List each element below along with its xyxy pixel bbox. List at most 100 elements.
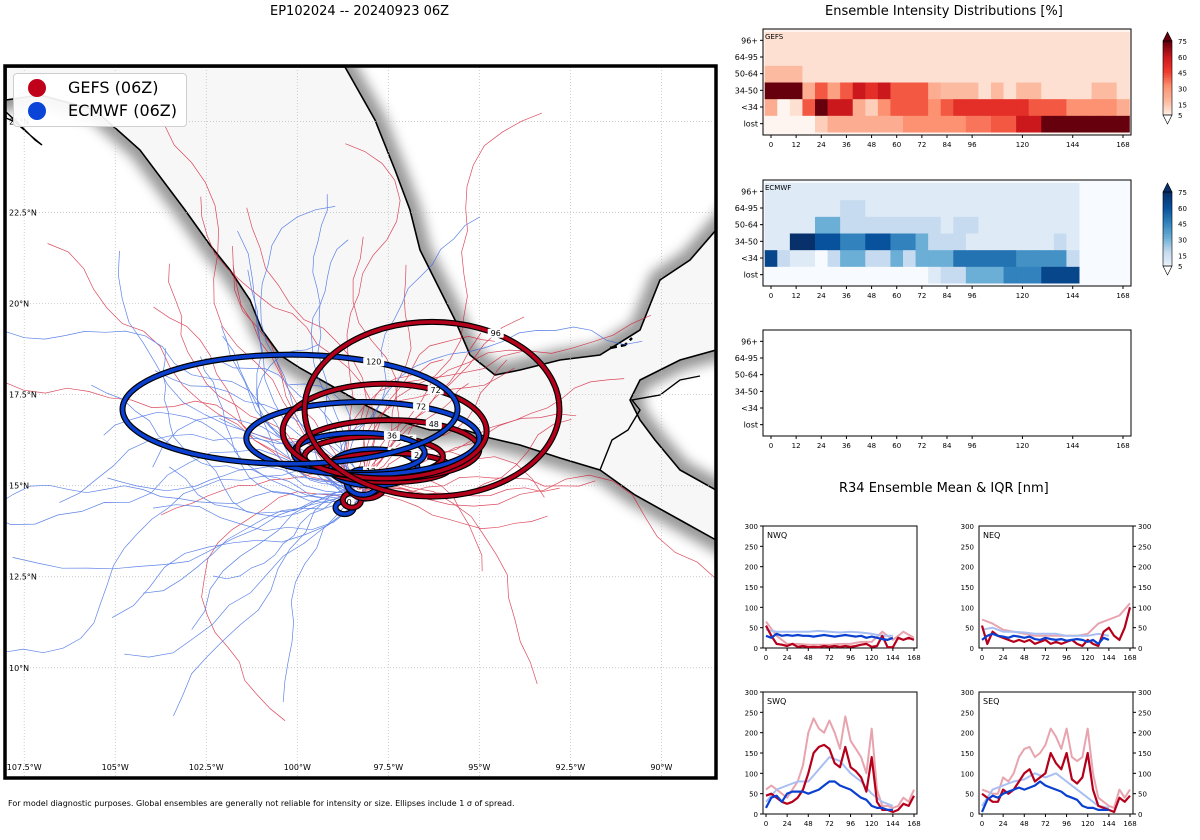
heatmap-cell (965, 216, 979, 234)
heatmap-cell (991, 48, 1005, 66)
heatmap-cell (903, 199, 917, 217)
row-label: lost (744, 271, 758, 280)
colorbar-step (1163, 45, 1172, 49)
row-label: 96+ (741, 337, 758, 346)
heatmap-cell (865, 48, 879, 66)
heatmap-cell (764, 183, 778, 201)
ensemble-track (219, 417, 346, 490)
heatmap-cell (1028, 199, 1042, 217)
heatmap-cell (978, 266, 992, 284)
x-tick-label: 168 (1123, 820, 1136, 828)
lat-label: 12.5°N (9, 573, 37, 582)
r34-line-ecmwf-mean (765, 780, 893, 811)
heatmap-cell (815, 98, 829, 116)
heatmap-cell (915, 32, 929, 50)
ellipse-hour-label: 72 (431, 386, 441, 395)
heatmap-cell (1053, 266, 1067, 284)
heatmap-cell (953, 249, 967, 267)
colorbar-step (1163, 248, 1172, 252)
x-tick-label: 84 (943, 442, 952, 450)
land-mexico (6, 67, 716, 541)
y-tick-label-right: 0 (1138, 811, 1142, 819)
heatmap-cell (928, 32, 942, 50)
ensemble-track (103, 411, 363, 499)
heatmap-cell (915, 183, 929, 201)
heatmap-cell (764, 249, 778, 267)
colorbar-step (1163, 236, 1172, 240)
y-tick-label: 200 (745, 730, 758, 738)
heatmap-cell (827, 249, 841, 267)
heatmap-cell (940, 48, 954, 66)
heatmap-cell (1003, 82, 1017, 100)
heatmap-cell (1066, 115, 1080, 133)
heatmap-cell (1053, 65, 1067, 83)
heatmap-cell (789, 183, 803, 201)
y-tick-label: 100 (745, 770, 758, 778)
heatmap-cell (1003, 115, 1017, 133)
heatmap-cell (840, 32, 854, 50)
heatmap-cell (840, 266, 854, 284)
heatmap-cell (865, 199, 879, 217)
x-tick-label: 144 (1066, 442, 1080, 450)
colorbar-step (1163, 194, 1172, 198)
heatmap-cell (827, 216, 841, 234)
heatmap-cell (815, 233, 829, 251)
heatmap-cell (802, 199, 816, 217)
heatmap-cell (915, 98, 929, 116)
colorbar-max-arrow (1162, 31, 1173, 42)
heatmap-cell (915, 249, 929, 267)
heatmap-cell (1079, 48, 1093, 66)
x-tick-label: 96 (846, 654, 855, 662)
colorbar-step (1163, 68, 1172, 72)
lon-label: 105°W (102, 763, 129, 772)
heatmap-cell (827, 48, 841, 66)
colorbar-step (1163, 82, 1172, 86)
r34-panel-name: SEQ (983, 697, 999, 706)
heatmap-cell (852, 82, 866, 100)
heatmap-cell (815, 48, 829, 66)
y-tick-label: 100 (745, 604, 758, 612)
ellipse-ecmwf-120 (120, 352, 460, 466)
heatmap-cell (1116, 82, 1130, 100)
heatmap-cell (1041, 249, 1055, 267)
heatmap-cell (1116, 65, 1130, 83)
heatmap-cell (1003, 199, 1017, 217)
x-tick-label: 48 (867, 292, 876, 300)
heatmap-cell (940, 32, 954, 50)
x-tick-label: 120 (865, 820, 878, 828)
heatmap-cell (802, 98, 816, 116)
lon-label: 102.5°W (189, 763, 224, 772)
heatmap-cell (965, 48, 979, 66)
heatmap-cell (777, 32, 791, 50)
heatmap-cell (890, 98, 904, 116)
heatmap-cell (1091, 48, 1105, 66)
heatmap-cell (953, 82, 967, 100)
x-tick-label: 144 (886, 820, 900, 828)
heatmap-cell (865, 249, 879, 267)
r34-line-ecmwf-iqr-high (981, 626, 1110, 637)
map-title: EP102024 -- 20240923 06Z (270, 4, 450, 19)
heatmap-cell (1104, 65, 1118, 83)
heatmap-cell (1016, 65, 1030, 83)
heatmap-cell (815, 249, 829, 267)
colorbar-tick-label: 5 (1178, 263, 1182, 271)
colorbar-step (1163, 97, 1172, 101)
heatmap-cell (1003, 216, 1017, 234)
x-tick-label: 12 (792, 292, 801, 300)
colorbar-step (1163, 105, 1172, 109)
heatmap-cell (852, 32, 866, 50)
heatmap-cell (815, 32, 829, 50)
y-tick-label: 150 (961, 750, 974, 758)
x-tick-label: 12 (792, 141, 801, 149)
heatmap-cell (1091, 115, 1105, 133)
heatmap-cell (953, 183, 967, 201)
heatmap-cell (953, 199, 967, 217)
heatmap-cell (1053, 199, 1067, 217)
x-tick-label: 0 (769, 442, 773, 450)
heatmap-cell (978, 199, 992, 217)
heatmap-cell (1066, 266, 1080, 284)
colorbar-ecmwf: 5 15 30 45 60 75 (1162, 182, 1187, 276)
x-tick-label: 24 (817, 442, 826, 450)
heatmap-cell (1104, 48, 1118, 66)
ensemble-track (246, 207, 367, 501)
